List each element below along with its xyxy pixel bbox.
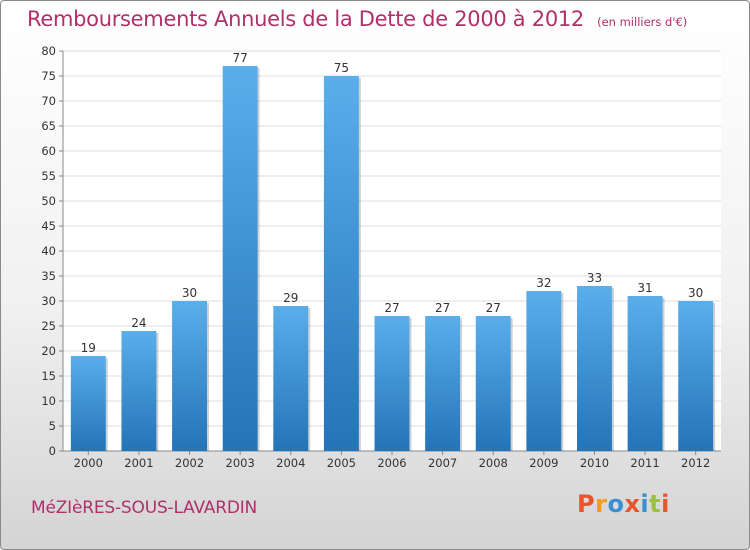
data-label: 75: [334, 61, 349, 75]
bar-2006: [374, 316, 410, 451]
logo-letter: i: [661, 490, 670, 518]
y-tick-label: 20: [41, 344, 56, 358]
commune-name: MéZIèRES-SOUS-LAVARDIN: [31, 498, 258, 518]
y-tick-label: 65: [41, 119, 56, 133]
data-label: 33: [587, 271, 602, 285]
logo-letter: P: [577, 490, 596, 518]
bar-2009: [526, 291, 562, 451]
x-tick-label: 2011: [630, 456, 659, 470]
y-tick-label: 15: [41, 369, 56, 383]
x-tick-label: 2004: [276, 456, 305, 470]
y-tick-label: 60: [41, 144, 56, 158]
bar-2004: [273, 306, 309, 451]
y-tick-label: 0: [49, 444, 56, 458]
proxiti-logo: Proxiti: [577, 490, 670, 518]
y-tick-label: 5: [49, 419, 56, 433]
logo-letter: i: [640, 490, 650, 518]
data-label: 29: [283, 291, 298, 305]
bar-2011: [627, 296, 663, 451]
data-label: 32: [536, 276, 551, 290]
y-tick-label: 10: [41, 394, 56, 408]
bar-2001: [121, 331, 157, 451]
bar-2002: [172, 301, 208, 451]
chart-title-main: Remboursements Annuels de la Dette de 20…: [27, 7, 584, 31]
logo-letter: o: [607, 490, 625, 518]
data-label: 77: [233, 51, 248, 65]
data-label: 27: [435, 301, 450, 315]
chart-unit-label: (en milliers d'€): [597, 15, 688, 29]
bar-2005: [323, 76, 359, 451]
data-label: 31: [637, 281, 652, 295]
y-tick-label: 75: [41, 69, 56, 83]
bars: [70, 66, 716, 451]
y-tick-label: 35: [41, 269, 56, 283]
x-tick-label: 2006: [377, 456, 406, 470]
x-tick-label: 2009: [529, 456, 558, 470]
x-tick-label: 2010: [580, 456, 609, 470]
x-tick-label: 2012: [681, 456, 710, 470]
y-tick-label: 55: [41, 169, 56, 183]
y-tick-label: 80: [41, 44, 56, 58]
x-axis-ticks: 2000 2001 2002 2003 2004 2005 2006 2007 2008 2009…: [74, 451, 710, 470]
data-labels: 19 24 30 77 29 75 27 27 27 32 33 31 30: [81, 51, 704, 355]
bar-2012: [678, 301, 714, 451]
bar-2003: [222, 66, 258, 451]
x-tick-label: 2005: [327, 456, 356, 470]
bar-2008: [475, 316, 511, 451]
bar-2010: [576, 286, 612, 451]
logo-letter: r: [595, 490, 608, 518]
y-tick-label: 30: [41, 294, 56, 308]
x-tick-label: 2000: [74, 456, 103, 470]
x-tick-label: 2007: [428, 456, 457, 470]
data-label: 30: [182, 286, 197, 300]
y-axis-ticks: 0 5 10 15 20 25 30 35 40 45 50 55 60 65 70 75 80: [41, 44, 64, 458]
y-tick-label: 40: [41, 244, 56, 258]
y-tick-label: 70: [41, 94, 56, 108]
x-tick-label: 2002: [175, 456, 204, 470]
y-tick-label: 25: [41, 319, 56, 333]
bar-2007: [425, 316, 461, 451]
chart-title: Remboursements Annuels de la Dette de 20…: [27, 7, 687, 31]
logo-letter: x: [624, 490, 641, 518]
x-tick-label: 2003: [226, 456, 255, 470]
bar-2000: [70, 356, 106, 451]
y-tick-label: 45: [41, 219, 56, 233]
data-label: 24: [131, 316, 146, 330]
x-tick-label: 2001: [124, 456, 153, 470]
data-label: 30: [688, 286, 703, 300]
y-tick-label: 50: [41, 194, 56, 208]
data-label: 27: [486, 301, 501, 315]
data-label: 27: [384, 301, 399, 315]
x-tick-label: 2008: [479, 456, 508, 470]
data-label: 19: [81, 341, 96, 355]
logo-letter: t: [649, 490, 662, 518]
